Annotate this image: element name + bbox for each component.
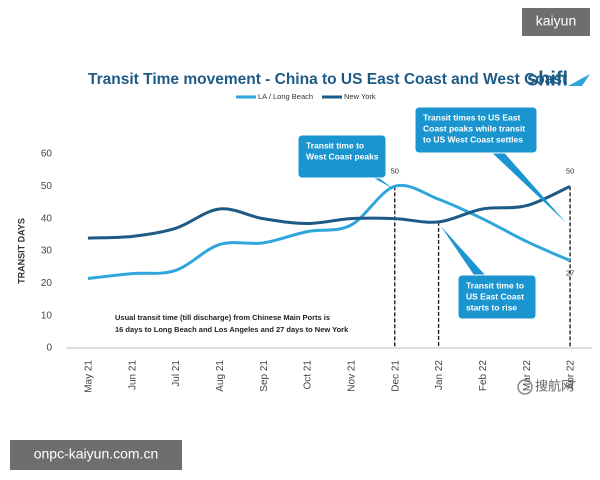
callout-text: Transit time to xyxy=(306,140,364,150)
y-tick-label: 40 xyxy=(41,213,53,224)
callout-text: starts to rise xyxy=(466,302,517,312)
callout-box xyxy=(457,274,537,320)
callout-text: West Coast peaks xyxy=(306,151,379,161)
x-tick-label: Feb 22 xyxy=(478,360,489,392)
y-tick-label: 0 xyxy=(46,343,52,354)
watermark: onpc-kaiyun.com.cn xyxy=(34,446,159,462)
watermark: 搜航网 xyxy=(535,378,574,393)
watermark-box xyxy=(10,440,182,470)
y-tick-label: 50 xyxy=(41,181,53,192)
legend-label: New York xyxy=(344,92,376,101)
callout-pointer xyxy=(468,130,567,223)
x-tick-label: Jul 21 xyxy=(171,360,182,387)
callout-text: US East Coast xyxy=(466,291,524,301)
y-axis-label: TRANSIT DAYS xyxy=(16,218,26,284)
x-tick-label: Apr 22 xyxy=(566,360,577,390)
note: 16 days to Long Beach and Los Angeles an… xyxy=(115,325,349,334)
y-tick-label: 10 xyxy=(41,310,53,321)
watermark: kaiyun xyxy=(536,13,576,29)
data-label: 27 xyxy=(566,269,574,278)
legend-label: LA / Long Beach xyxy=(258,92,313,101)
series-line xyxy=(87,184,571,240)
x-tick-label: Sep 21 xyxy=(259,360,270,392)
series-line xyxy=(87,183,571,280)
data-label: 50 xyxy=(391,166,399,175)
logo-icon xyxy=(568,74,590,86)
callout-box xyxy=(297,134,387,179)
x-tick-label: Jun 21 xyxy=(127,360,138,390)
callout-box xyxy=(414,106,538,154)
watermark-icon xyxy=(517,379,533,395)
callout-text: to US West Coast settles xyxy=(423,134,523,144)
data-label: 50 xyxy=(566,166,574,175)
x-tick-label: Dec 21 xyxy=(390,360,401,392)
x-tick-label: Aug 21 xyxy=(215,360,226,392)
callout-text: Transit time to xyxy=(466,280,524,290)
x-tick-label: Mar 22 xyxy=(522,360,533,392)
watermark-box xyxy=(522,8,590,36)
x-tick-label: Oct 21 xyxy=(303,360,314,390)
logo: shifl xyxy=(527,68,568,90)
callout-text: Coast peaks while transit xyxy=(423,123,525,133)
x-tick-label: Jan 22 xyxy=(434,360,445,390)
x-tick-label: May 21 xyxy=(84,360,95,393)
note: Usual transit time (till discharge) from… xyxy=(115,313,330,322)
y-tick-label: 20 xyxy=(41,278,53,289)
y-tick-label: 60 xyxy=(41,149,53,160)
chart-title: Transit Time movement - China to US East… xyxy=(88,71,567,88)
y-tick-label: 30 xyxy=(41,246,53,257)
callout-text: Transit times to US East xyxy=(423,112,520,122)
x-tick-label: Nov 21 xyxy=(347,360,358,392)
